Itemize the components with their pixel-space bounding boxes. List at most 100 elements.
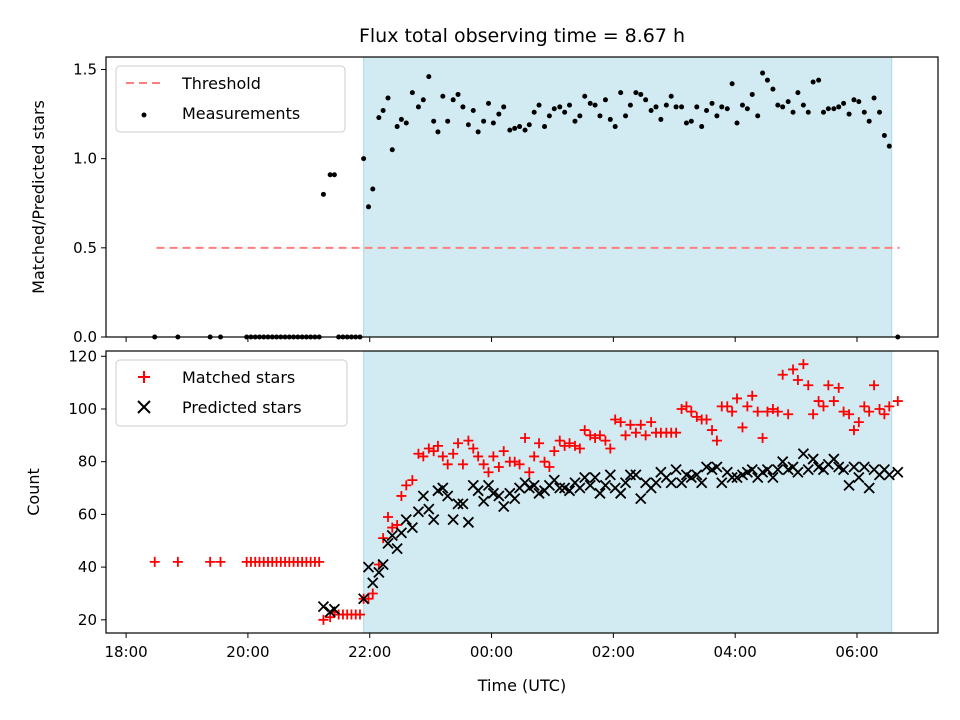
data-point [594,487,606,499]
data-point [526,122,532,128]
data-point [747,390,758,401]
data-point [514,459,525,470]
data-point [604,469,616,481]
data-point [665,477,677,489]
data-point [635,419,646,430]
data-point [683,120,689,126]
y-tick-label: 60 [78,505,97,523]
data-point [426,74,432,80]
data-point [378,533,389,544]
data-point [435,129,441,135]
data-point [361,156,367,162]
data-point [746,463,758,476]
data-point [790,109,796,115]
data-point [599,479,612,492]
y-tick-label: 0.0 [73,328,97,346]
legend-box [115,65,346,133]
data-point [848,425,859,436]
data-point [483,467,494,478]
data-point [833,382,844,393]
data-point [406,521,419,534]
data-point [373,566,385,579]
data-point [522,127,528,133]
data-point [700,461,713,473]
data-point [455,91,461,97]
data-point [468,443,479,454]
data-point [398,116,404,122]
data-point [663,102,669,108]
data-point [473,451,484,462]
data-point [772,406,783,417]
data-point [412,506,425,518]
data-point [400,514,412,526]
data-point [798,359,809,370]
data-point [853,471,865,484]
data-point [610,414,621,425]
data-point [633,90,639,96]
data-point [437,482,449,494]
data-point [327,172,333,178]
data-point [808,409,819,420]
data-point [675,477,688,489]
data-point [646,417,657,428]
data-point [445,118,451,124]
data-point [447,514,459,526]
data-point [640,430,651,441]
data-point [529,451,540,462]
data-point [600,435,611,446]
data-point [732,393,743,404]
data-point [512,125,518,131]
data-point [407,475,418,486]
data-point [719,104,725,110]
data-point [534,438,545,449]
data-point [841,100,847,106]
data-point [874,403,885,414]
data-point [668,93,674,99]
data-point [460,104,466,110]
data-point [650,477,662,489]
data-point [584,479,596,492]
bottom-panel: 20 40 60 80 100 120 18:00 20:00 22:00 00:00 02:00 0… [24,347,939,661]
data-point [707,425,718,436]
legend-label: Predicted stars [182,398,302,417]
data-point [810,79,816,85]
data-point [531,109,537,115]
data-point [825,106,831,112]
data-point [764,77,770,83]
data-point [848,461,860,473]
data-point [409,90,415,96]
data-point [704,108,710,114]
data-point [496,111,502,117]
series-matched-stars [149,359,903,625]
data-point [577,113,583,119]
legend-label: Measurements [182,104,300,123]
data-point [528,479,540,492]
data-point [838,406,849,417]
data-point [358,593,370,605]
data-point [783,409,794,420]
data-point [520,432,531,443]
data-point [462,516,475,528]
data-point [493,490,505,502]
data-point [877,109,883,115]
data-point [816,77,822,83]
y-tick-label: 40 [78,558,97,576]
series-predicted-stars [317,448,904,618]
data-point [452,498,464,510]
data-point [714,113,720,119]
data-point [579,471,591,484]
data-point [557,104,563,110]
data-point [607,116,613,122]
data-point [734,120,740,126]
data-point [592,102,598,108]
data-point [314,556,325,567]
data-point [858,461,870,473]
data-point [881,132,887,138]
data-point [856,99,862,105]
data-point [370,186,376,192]
data-point [488,451,499,462]
data-point [589,471,601,484]
data-point [544,461,555,472]
y-tick-label: 1.5 [73,60,97,78]
data-point [382,537,394,550]
